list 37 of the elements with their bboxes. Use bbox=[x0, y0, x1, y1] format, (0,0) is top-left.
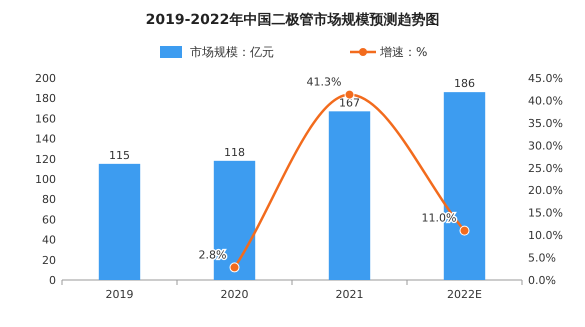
data-label: 167 bbox=[339, 96, 360, 110]
data-label: 41.3% bbox=[306, 76, 342, 89]
legend-label: 市场规模：亿元 bbox=[190, 45, 274, 59]
x-tick-label: 2020 bbox=[220, 288, 248, 301]
y2-tick-label: 45.0% bbox=[528, 72, 563, 85]
x-tick-label: 2019 bbox=[106, 288, 134, 301]
data-label: 115 bbox=[109, 148, 130, 162]
y-tick-label: 80 bbox=[42, 193, 56, 206]
legend-label: 增速：% bbox=[379, 45, 428, 59]
y-tick-label: 100 bbox=[35, 173, 56, 186]
x-tick-label: 2022E bbox=[447, 288, 482, 301]
x-tick-label: 2021 bbox=[336, 288, 364, 301]
y-tick-label: 60 bbox=[42, 213, 56, 226]
y2-tick-label: 10.0% bbox=[528, 229, 563, 242]
bar bbox=[98, 164, 140, 280]
y2-tick-label: 0.0% bbox=[528, 274, 556, 287]
y-tick-label: 180 bbox=[35, 92, 56, 106]
data-label: 186 bbox=[454, 77, 475, 90]
y-tick-label: 200 bbox=[35, 72, 56, 85]
chart-title: 2019-2022年中国二极管市场规模预测趋势图 bbox=[146, 11, 440, 28]
y2-tick-label: 5.0% bbox=[528, 252, 556, 265]
point bbox=[460, 226, 470, 236]
y-tick-label: 40 bbox=[42, 234, 56, 247]
bar bbox=[328, 111, 370, 280]
point bbox=[230, 262, 240, 272]
y-tick-label: 0 bbox=[49, 274, 56, 287]
y-tick-label: 120 bbox=[35, 152, 56, 166]
y2-tick-label: 20.0% bbox=[528, 184, 563, 198]
data-label: 118 bbox=[224, 146, 245, 159]
y2-tick-label: 30.0% bbox=[528, 139, 563, 152]
y2-tick-label: 35.0% bbox=[528, 116, 563, 130]
y2-tick-label: 40.0% bbox=[528, 94, 563, 108]
y-tick-label: 20 bbox=[42, 254, 56, 267]
y-tick-label: 160 bbox=[35, 112, 56, 126]
y-tick-label: 140 bbox=[35, 132, 56, 146]
y2-tick-label: 15.0% bbox=[528, 206, 563, 220]
y2-tick-label: 25.0% bbox=[528, 162, 563, 175]
